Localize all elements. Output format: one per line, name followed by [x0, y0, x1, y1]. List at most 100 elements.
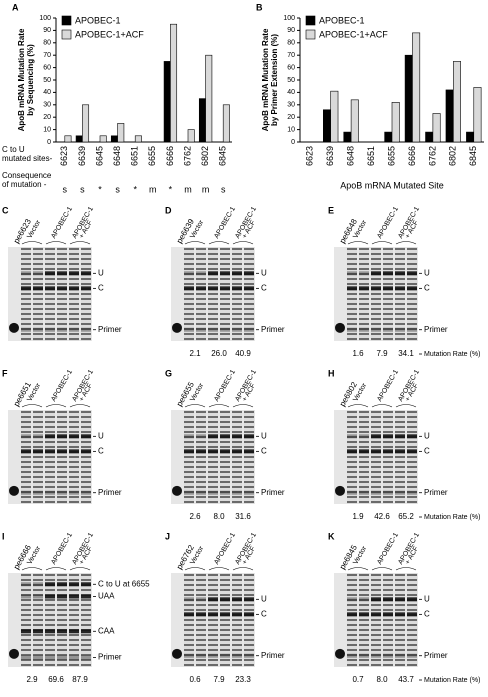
gel-band: [347, 653, 357, 658]
x-tick-label: 6845: [468, 146, 478, 166]
x-tick-label: 6666: [407, 146, 417, 166]
gel-band: [45, 629, 55, 634]
gel-band: [57, 434, 67, 439]
consequence: m: [202, 184, 210, 194]
gel-band: [81, 594, 91, 599]
bar: [391, 102, 400, 143]
bar: [110, 135, 118, 143]
gel-lane: [347, 247, 357, 341]
gel-band: [208, 449, 218, 454]
gel-band: [407, 597, 417, 602]
bar: [75, 135, 83, 143]
gel-lane: [45, 410, 55, 504]
gel-band: [244, 597, 254, 602]
lane-bracket: [21, 404, 43, 408]
gel-band: [347, 286, 357, 291]
row-label: of mutation -: [2, 180, 47, 189]
bar: [425, 131, 434, 143]
gel-lane: [57, 410, 67, 504]
gel-band: [395, 612, 405, 617]
gel-lane: [196, 247, 206, 341]
lane-bracket: [347, 404, 369, 408]
gel-band: [208, 653, 218, 658]
x-tick-label: 6651: [130, 146, 140, 166]
band-label: C: [261, 446, 267, 455]
gel-band: [244, 612, 254, 617]
gel-band: [184, 434, 194, 439]
gel-band: [21, 286, 31, 291]
gel-band: [395, 490, 405, 495]
bar: [99, 135, 107, 143]
lane-bracket: [232, 241, 254, 245]
gel-band: [383, 271, 393, 276]
gel-lane: [21, 573, 31, 667]
gel-band: [45, 271, 55, 276]
gel-band: [57, 490, 67, 495]
panel-letter: B: [256, 2, 263, 12]
gel-band: [359, 612, 369, 617]
bar: [170, 23, 178, 143]
gel-lane: [347, 410, 357, 504]
gel-band: [81, 327, 91, 332]
gel-band: [244, 271, 254, 276]
gel-band: [232, 597, 242, 602]
lane-bracket: [21, 567, 43, 571]
lane-label: APOBEC-1: [376, 206, 400, 240]
gel-band: [371, 612, 381, 617]
y-axis-label: ApoB mRNA Mutation Rate: [17, 28, 26, 131]
mutation-rate: 23.3: [235, 675, 251, 684]
gel-lane: [81, 410, 91, 504]
consequence: *: [169, 184, 173, 194]
panel-letter: H: [328, 368, 335, 378]
lane-bracket: [69, 404, 91, 408]
band-label: Primer: [98, 325, 122, 334]
x-tick-label: 6655: [386, 146, 396, 166]
gel-band: [57, 629, 67, 634]
x-tick-label: 6655: [147, 146, 157, 166]
gel-band: [33, 434, 43, 439]
lane-label: APOBEC-1: [213, 369, 237, 403]
gel-band: [383, 612, 393, 617]
gel-lane: [208, 247, 218, 341]
gel-band: [359, 271, 369, 276]
y-tick-label: 0: [47, 139, 51, 146]
panel-letter: C: [2, 205, 9, 215]
marker-band: [335, 648, 345, 659]
gel-band: [33, 286, 43, 291]
gel-band: [21, 449, 31, 454]
gel-lane: [81, 573, 91, 667]
gel-band: [69, 327, 79, 332]
gel-band: [45, 490, 55, 495]
gel-band: [81, 286, 91, 291]
bar: [432, 113, 441, 143]
gel-lane: [57, 573, 67, 667]
y-tick-label: 90: [43, 27, 51, 34]
gel-band: [383, 653, 393, 658]
gel-band: [196, 434, 206, 439]
band-label: Primer: [261, 325, 285, 334]
gel-lane: [232, 247, 242, 341]
gel-band: [208, 597, 218, 602]
gel-band: [184, 449, 194, 454]
marker-band: [9, 322, 19, 333]
gel-lane: [220, 410, 230, 504]
gel-band: [81, 434, 91, 439]
lane-label: APOBEC-1: [213, 532, 237, 566]
gel-band: [208, 271, 218, 276]
bar: [64, 135, 72, 143]
gel-lane: [33, 573, 43, 667]
gel-lane: [395, 247, 405, 341]
gel-band: [232, 271, 242, 276]
gel-lane: [232, 573, 242, 667]
bar: [350, 99, 359, 143]
lane-bracket: [208, 567, 230, 571]
y-tick-label: 50: [43, 77, 51, 84]
mutation-rate: 31.6: [235, 512, 251, 521]
lane-label: APOBEC-1: [50, 369, 74, 403]
gel-band: [69, 490, 79, 495]
lane-bracket: [184, 241, 206, 245]
lane-bracket: [184, 567, 206, 571]
gel-band: [395, 653, 405, 658]
gel-band: [407, 653, 417, 658]
